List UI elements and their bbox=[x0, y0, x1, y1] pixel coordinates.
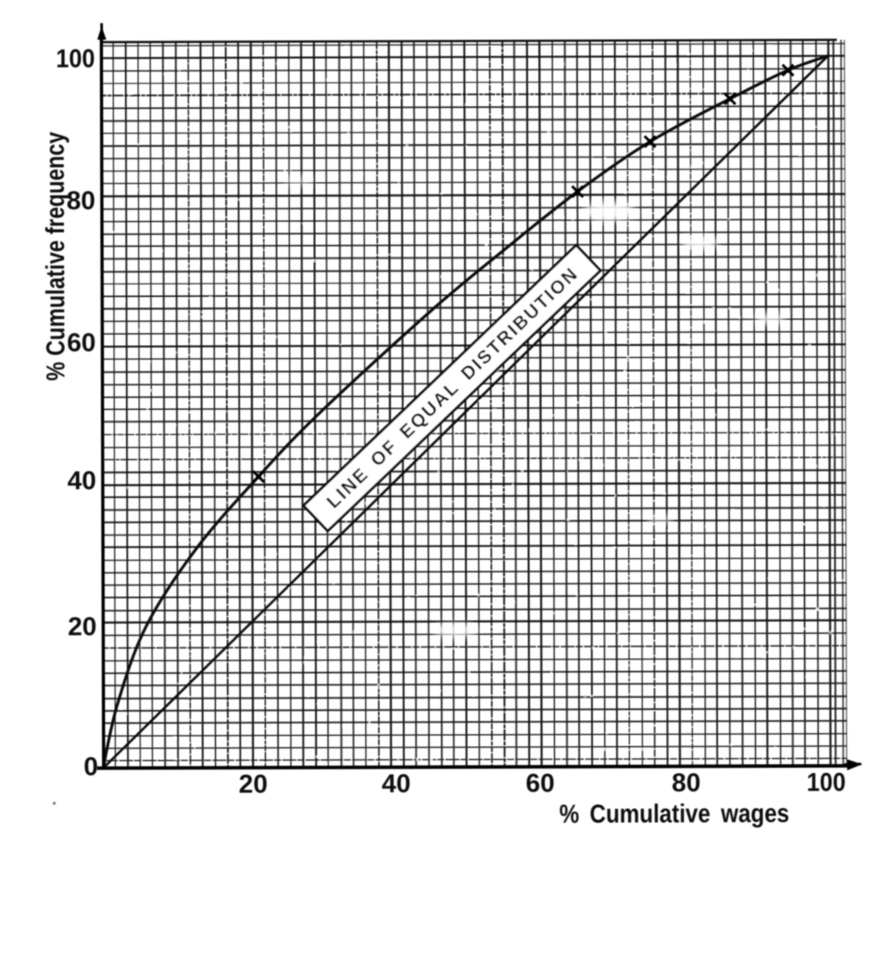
svg-text:40: 40 bbox=[382, 768, 411, 798]
svg-text:40: 40 bbox=[67, 465, 96, 495]
svg-text:20: 20 bbox=[68, 611, 97, 641]
svg-text:80: 80 bbox=[66, 185, 95, 215]
svg-text:60: 60 bbox=[526, 768, 555, 798]
svg-text:100: 100 bbox=[56, 43, 95, 73]
svg-text:0: 0 bbox=[84, 751, 99, 781]
svg-text:80: 80 bbox=[672, 767, 701, 797]
svg-text:60: 60 bbox=[67, 327, 96, 357]
svg-text:% Cumulative frequency: % Cumulative frequency bbox=[40, 131, 71, 381]
svg-text:% Cumulative wages: % Cumulative wages bbox=[559, 798, 789, 829]
svg-text:100: 100 bbox=[807, 767, 846, 797]
svg-text:20: 20 bbox=[239, 769, 268, 799]
